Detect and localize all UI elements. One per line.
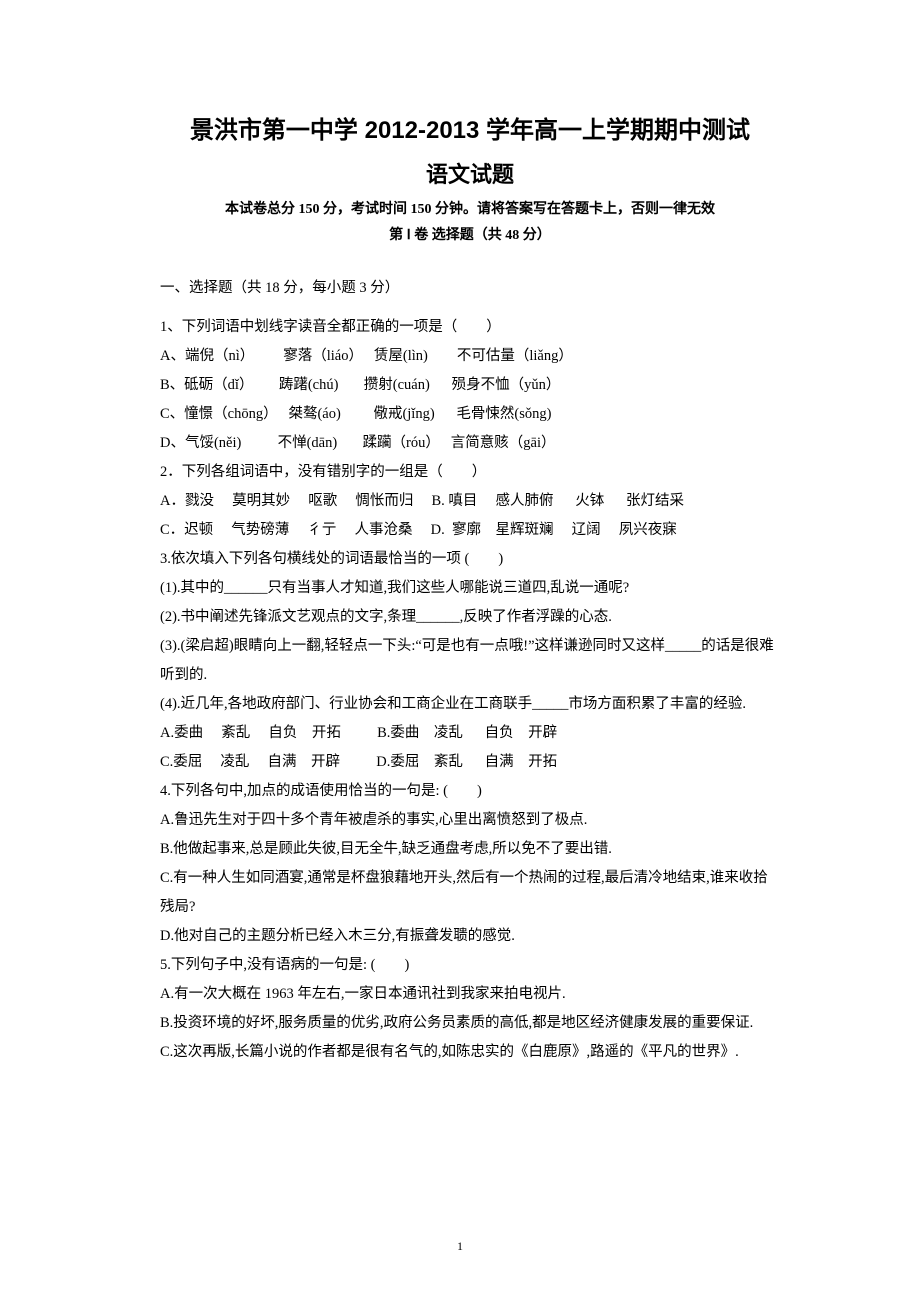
- q4-option-a: A.鲁迅先生对于四十多个青年被虐杀的事实,心里出离愤怒到了极点.: [160, 806, 780, 835]
- q3-sub3: (3).(梁启超)眼睛向上一翻,轻轻点一下头:“可是也有一点哦!”这样谦逊同时又…: [160, 632, 780, 690]
- q3-option-cd: C.委屈 凌乱 自满 开辟 D.委屈 紊乱 自满 开拓: [160, 748, 780, 777]
- q3-sub1: (1).其中的______只有当事人才知道,我们这些人哪能说三道四,乱说一通呢?: [160, 574, 780, 603]
- q2-option-cd: C．迟顿 气势磅薄 彳亍 人事沧桑 D. 寥廓 星辉斑斓 辽阔 夙兴夜寐: [160, 516, 780, 545]
- q1-option-a: A、端倪（nì） 寥落（liáo） 赁屋(lìn) 不可估量（liǎng）: [160, 342, 780, 371]
- q3-sub2: (2).书中阐述先锋派文艺观点的文字,条理______,反映了作者浮躁的心态.: [160, 603, 780, 632]
- q4-stem: 4.下列各句中,加点的成语使用恰当的一句是: ( ): [160, 777, 780, 806]
- q1-option-d: D、气馁(něi) 不惮(dān) 蹂躏（róu） 言简意赅（gāi）: [160, 429, 780, 458]
- q1-option-b: B、砥砺（dǐ） 踌躇(chú) 攒射(cuán) 殒身不恤（yǔn）: [160, 371, 780, 400]
- q2-stem: 2．下列各组词语中，没有错别字的一组是（ ）: [160, 458, 780, 487]
- q3-stem: 3.依次填入下列各句横线处的词语最恰当的一项 ( ): [160, 545, 780, 574]
- title-sub: 语文试题: [160, 157, 780, 189]
- instructions: 本试卷总分 150 分，考试时间 150 分钟。请将答案写在答题卡上，否则一律无…: [160, 199, 780, 220]
- q5-option-a: A.有一次大概在 1963 年左右,一家日本通讯社到我家来拍电视片.: [160, 980, 780, 1009]
- q4-option-b: B.他做起事来,总是顾此失彼,目无全牛,缺乏通盘考虑,所以免不了要出错.: [160, 835, 780, 864]
- q4-option-d: D.他对自己的主题分析已经入木三分,有振聋发聩的感觉.: [160, 922, 780, 951]
- q3-sub4: (4).近几年,各地政府部门、行业协会和工商企业在工商联手_____市场方面积累…: [160, 690, 780, 719]
- q1-stem: 1、下列词语中划线字读音全都正确的一项是（ ）: [160, 313, 780, 342]
- title-main: 景洪市第一中学 2012-2013 学年高一上学期期中测试: [160, 110, 780, 145]
- q3-option-ab: A.委曲 紊乱 自负 开拓 B.委曲 凌乱 自负 开辟: [160, 719, 780, 748]
- q5-option-b: B.投资环境的好坏,服务质量的优劣,政府公务员素质的高低,都是地区经济健康发展的…: [160, 1009, 780, 1038]
- exam-page: 景洪市第一中学 2012-2013 学年高一上学期期中测试 语文试题 本试卷总分…: [0, 0, 920, 1302]
- q5-option-c: C.这次再版,长篇小说的作者都是很有名气的,如陈忠实的《白鹿原》,路遥的《平凡的…: [160, 1038, 780, 1067]
- section1-header: 一、选择题（共 18 分，每小题 3 分）: [160, 274, 780, 303]
- q2-option-ab: A．戮没 莫明其妙 呕歌 惆怅而归 B. 嗔目 感人肺俯 火钵 张灯结采: [160, 487, 780, 516]
- part-header: 第 Ⅰ 卷 选择题（共 48 分）: [160, 224, 780, 244]
- q5-stem: 5.下列句子中,没有语病的一句是: ( ): [160, 951, 780, 980]
- q1-option-c: C、憧憬（chōng） 桀骜(áo) 儆戒(jǐng) 毛骨悚然(sǒng): [160, 400, 780, 429]
- page-number: 1: [0, 1239, 920, 1254]
- q4-option-c: C.有一种人生如同酒宴,通常是杯盘狼藉地开头,然后有一个热闹的过程,最后清冷地结…: [160, 864, 780, 922]
